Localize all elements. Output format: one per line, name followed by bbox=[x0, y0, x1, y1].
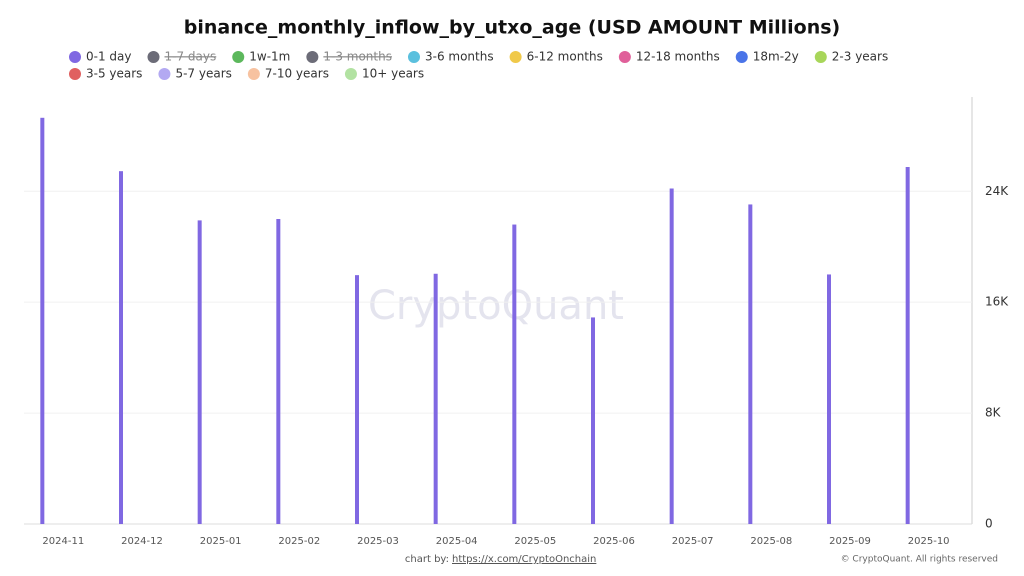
bar bbox=[669, 188, 674, 524]
legend-marker bbox=[814, 51, 827, 63]
y-tick-label: 8K bbox=[985, 406, 1002, 420]
credit: chart by: bbox=[405, 554, 449, 565]
x-tick-label: 2025-06 bbox=[593, 536, 635, 547]
legend-label: 2-3 years bbox=[832, 50, 888, 64]
legend-marker bbox=[69, 51, 81, 63]
bar bbox=[433, 273, 438, 524]
x-tick-label: 2025-01 bbox=[200, 536, 242, 547]
legend-marker bbox=[509, 51, 522, 63]
bar bbox=[40, 117, 45, 524]
x-tick-label: 2025-05 bbox=[514, 536, 556, 547]
legend-marker bbox=[407, 51, 420, 63]
legend-marker bbox=[232, 51, 245, 63]
legend-label: 1w-1m bbox=[249, 50, 290, 64]
bar bbox=[197, 220, 202, 525]
x-tick-label: 2025-10 bbox=[908, 536, 950, 547]
y-tick-label: 24K bbox=[985, 184, 1009, 198]
legend-marker bbox=[158, 68, 171, 80]
x-tick-label: 2025-09 bbox=[829, 536, 871, 547]
bar bbox=[512, 224, 517, 524]
x-tick-label: 2025-08 bbox=[750, 536, 792, 547]
x-tick-label: 2024-11 bbox=[42, 536, 84, 547]
y-tick-label: 0 bbox=[985, 517, 993, 531]
legend-label: 10+ years bbox=[362, 67, 424, 81]
legend-label: 3-5 years bbox=[86, 67, 142, 81]
legend-marker bbox=[69, 68, 81, 80]
bar bbox=[827, 274, 831, 524]
legend-marker bbox=[247, 68, 260, 80]
legend-marker bbox=[618, 51, 631, 63]
x-tick-label: 2025-02 bbox=[278, 536, 320, 547]
x-tick-label: 2025-04 bbox=[436, 536, 478, 547]
bar bbox=[591, 317, 595, 524]
legend-label: 3-6 months bbox=[425, 50, 494, 64]
bar bbox=[276, 219, 281, 524]
legend-label: 7-10 years bbox=[265, 67, 329, 81]
x-tick-label: 2025-07 bbox=[672, 536, 714, 547]
credit-link[interactable]: https://x.com/CryptoOnchain bbox=[452, 554, 596, 565]
legend-label: 18m-2y bbox=[753, 50, 799, 64]
legend-label: 5-7 years bbox=[175, 67, 231, 81]
bar bbox=[355, 275, 359, 524]
bar bbox=[748, 204, 753, 524]
legend-label: 12-18 months bbox=[636, 50, 720, 64]
legend-marker bbox=[147, 51, 160, 63]
legend-label: 6-12 months bbox=[527, 50, 603, 64]
bar bbox=[119, 171, 123, 524]
watermark: CryptoQuant bbox=[368, 283, 624, 329]
legend-marker bbox=[306, 51, 319, 63]
legend-marker bbox=[344, 68, 357, 80]
bar bbox=[905, 167, 910, 525]
chart-title: binance_monthly_inflow_by_utxo_age (USD … bbox=[184, 17, 840, 39]
y-tick-label: 16K bbox=[985, 295, 1009, 309]
legend-label: 1-7 days bbox=[165, 50, 217, 64]
legend-label: 1-3 months bbox=[323, 50, 392, 64]
x-tick-label: 2025-03 bbox=[357, 536, 399, 547]
legend-label: 0-1 day bbox=[86, 50, 132, 64]
copyright: © CryptoQuant. All rights reserved bbox=[841, 555, 998, 565]
x-tick-label: 2024-12 bbox=[121, 536, 163, 547]
legend-marker bbox=[735, 51, 748, 63]
